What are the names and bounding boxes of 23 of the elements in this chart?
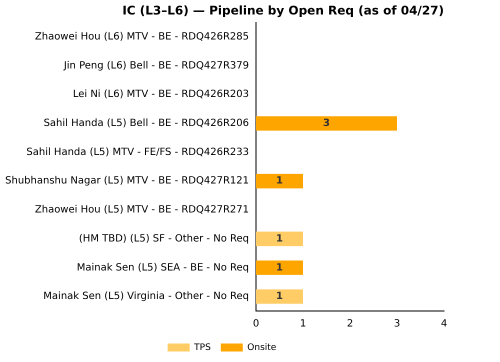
y-tick-label: Sahil Handa (L5) Bell - BE - RDQ426R206 (44, 118, 249, 130)
y-tick-label: Zhaowei Hou (L5) MTV - BE - RDQ427R271 (34, 204, 249, 216)
y-tick-label: Sahil Handa (L5) MTV - FE/FS - RDQ426R233 (26, 146, 249, 158)
y-tick-label: Jin Peng (L6) Bell - BE - RDQ427R379 (62, 60, 249, 72)
data-label: 3 (323, 118, 330, 130)
x-tick-label: 2 (346, 318, 354, 330)
x-tick-label: 1 (300, 318, 306, 330)
y-tick-label: Mainak Sen (L5) Virginia - Other - No Req (43, 291, 249, 302)
data-label: 1 (276, 291, 284, 302)
y-tick-label: Lei Ni (L6) MTV - BE - RDQ426R203 (72, 89, 249, 100)
data-label: 1 (276, 262, 284, 274)
data-label: 1 (276, 233, 284, 244)
legend-label: Onsite (247, 342, 277, 353)
chart-title: IC (L3–L6) — Pipeline by Open Req (as of 04/27) (122, 3, 444, 18)
legend-label: TPS (193, 342, 212, 353)
data-label: 1 (276, 176, 284, 187)
y-tick-label: (HM TBD) (L5) SF - Other - No Req (78, 233, 249, 244)
x-tick-label: 3 (394, 318, 400, 330)
x-tick-label: 0 (252, 318, 260, 330)
y-tick-label: Zhaowei Hou (L6) MTV - BE - RDQ426R285 (34, 31, 249, 42)
x-tick-label: 4 (440, 318, 448, 330)
y-tick-label: Mainak Sen (L5) SEA - BE - No Req (76, 262, 249, 274)
y-tick-label: Shubhanshu Nagar (L5) MTV - BE - RDQ427R121 (5, 176, 249, 187)
